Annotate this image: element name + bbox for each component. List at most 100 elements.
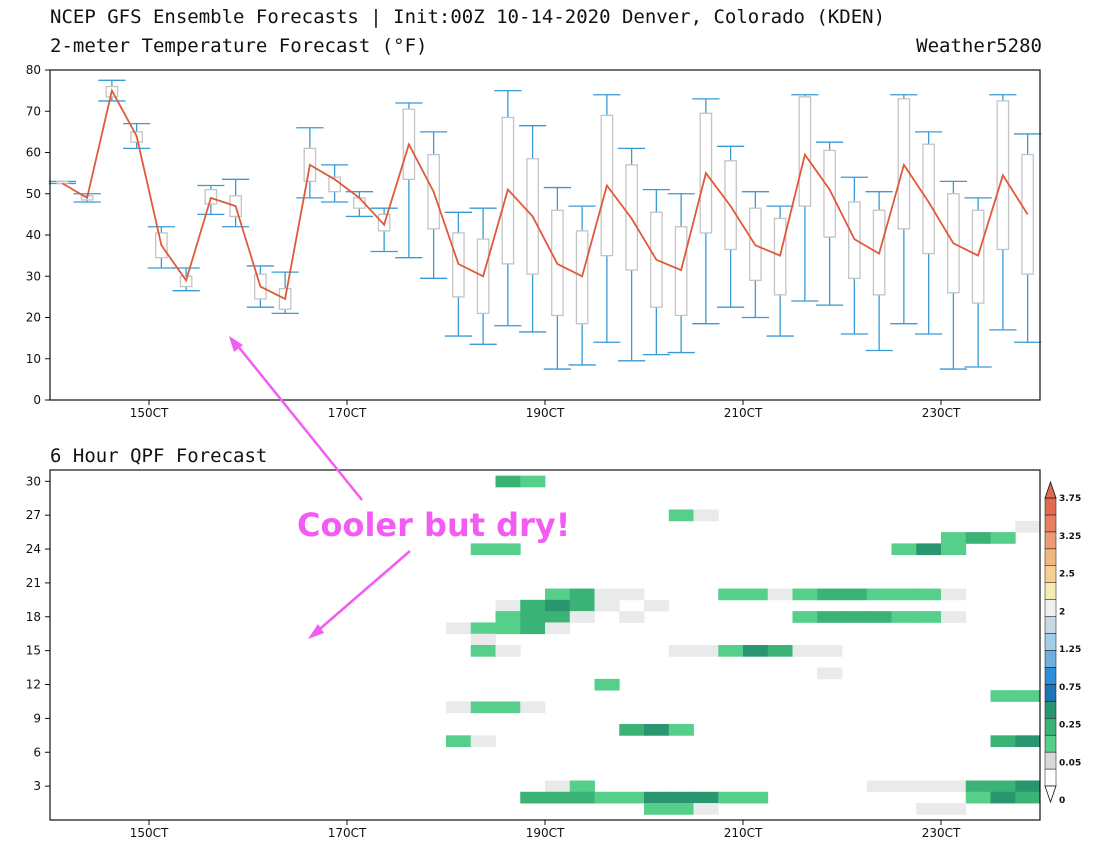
qpf-cell [990,735,1016,748]
y-tick-label: 18 [26,610,41,624]
qpf-cell [495,645,521,657]
box-iqr [56,180,69,185]
y-tick-label: 50 [26,187,41,201]
qpf-cell [545,622,571,635]
qpf-cell [446,622,472,635]
y-tick-label: 27 [26,508,41,522]
qpf-cell [965,532,991,544]
qpf-cell [767,645,793,657]
qpf-cell [569,780,595,793]
colorbar-segment [1044,531,1057,550]
qpf-cell [520,701,546,714]
box-iqr [674,226,688,317]
qpf-cell [644,724,670,736]
colorbar-label: 3.75 [1059,494,1081,504]
qpf-cell [916,588,942,601]
qpf-cell [990,690,1016,702]
qpf-cell [792,588,818,601]
qpf-cell [668,645,694,657]
y-tick-label: 3 [33,779,41,793]
x-tick-label: 150CT [130,406,169,420]
qpf-cell [520,791,546,804]
credit-label: Weather5280 [916,35,1042,57]
qpf-cell [1015,791,1041,804]
qpf-cell [446,701,472,714]
qpf-plot-frame [49,469,1041,821]
qpf-cell [1015,735,1041,748]
qpf-cell [594,588,620,601]
colorbar-segment [1044,599,1057,617]
qpf-cell [520,611,546,623]
box-iqr [452,232,465,298]
qpf-cell [941,532,967,544]
qpf-cell [1015,520,1041,533]
colorbar-segment [1044,548,1057,567]
qpf-cell [569,791,595,804]
qpf-cell [693,645,719,657]
qpf-cell [569,611,595,623]
qpf-cell [545,588,571,601]
qpf-cell [866,588,892,601]
qpf-cell [619,611,645,623]
x-tick-label: 210CT [724,826,763,840]
colorbar-label: 2 [1059,607,1065,617]
y-tick-label: 6 [33,745,41,759]
qpf-cell [792,611,818,623]
box-iqr [823,149,836,238]
qpf-cell [594,791,620,804]
qpf-cell [891,611,917,623]
colorbar-segment [1044,717,1057,736]
qpf-cell [470,645,496,657]
colorbar-segment [1044,734,1057,753]
qpf-cell [1015,780,1041,793]
temperature-plot-frame [49,69,1041,401]
x-tick-label: 170CT [328,826,367,840]
annotation-text: Cooler but dry! [297,506,570,544]
x-tick-label: 170CT [328,406,367,420]
qpf-cell [990,780,1016,793]
qpf-cell [817,667,843,680]
qpf-cell [842,588,868,601]
qpf-cell [668,509,694,522]
y-tick-label: 30 [26,474,41,488]
y-tick-label: 80 [26,63,41,77]
qpf-cell [693,803,719,815]
x-tick-label: 190CT [526,826,565,840]
qpf-cell [891,780,917,793]
qpf-cell [1015,690,1041,702]
qpf-cell [866,611,892,623]
x-tick-label: 230CT [922,406,961,420]
qpf-cell [594,678,620,691]
qpf-cell [792,645,818,657]
qpf-cell [470,701,496,714]
y-tick-label: 24 [26,542,41,556]
qpf-cell [916,611,942,623]
qpf-cell [520,475,546,488]
qpf-cell [644,803,670,815]
qpf-cell [470,633,496,646]
qpf-cell [916,543,942,556]
y-tick-label: 30 [26,269,41,283]
y-tick-label: 20 [26,311,41,325]
colorbar-segment [1044,751,1057,770]
y-tick-label: 10 [26,352,41,366]
qpf-cell [495,611,521,623]
qpf-cell [718,791,744,804]
qpf-cell [916,780,942,793]
y-tick-label: 70 [26,104,41,118]
qpf-cell [941,780,967,793]
qpf-cell [916,803,942,815]
qpf-cell [545,611,571,623]
colorbar-label: 3.25 [1059,532,1081,542]
qpf-cell [817,588,843,601]
qpf-cell [941,543,967,556]
qpf-cell [965,780,991,793]
qpf-cell [495,701,521,714]
qpf-cell [495,475,521,488]
qpf-cell [990,532,1016,544]
qpf-cell [594,599,620,612]
qpf-cell [545,780,571,793]
annotation: Cooler but dry! [229,336,570,639]
y-tick-label: 0 [33,393,41,407]
qpf-cell [545,599,571,612]
